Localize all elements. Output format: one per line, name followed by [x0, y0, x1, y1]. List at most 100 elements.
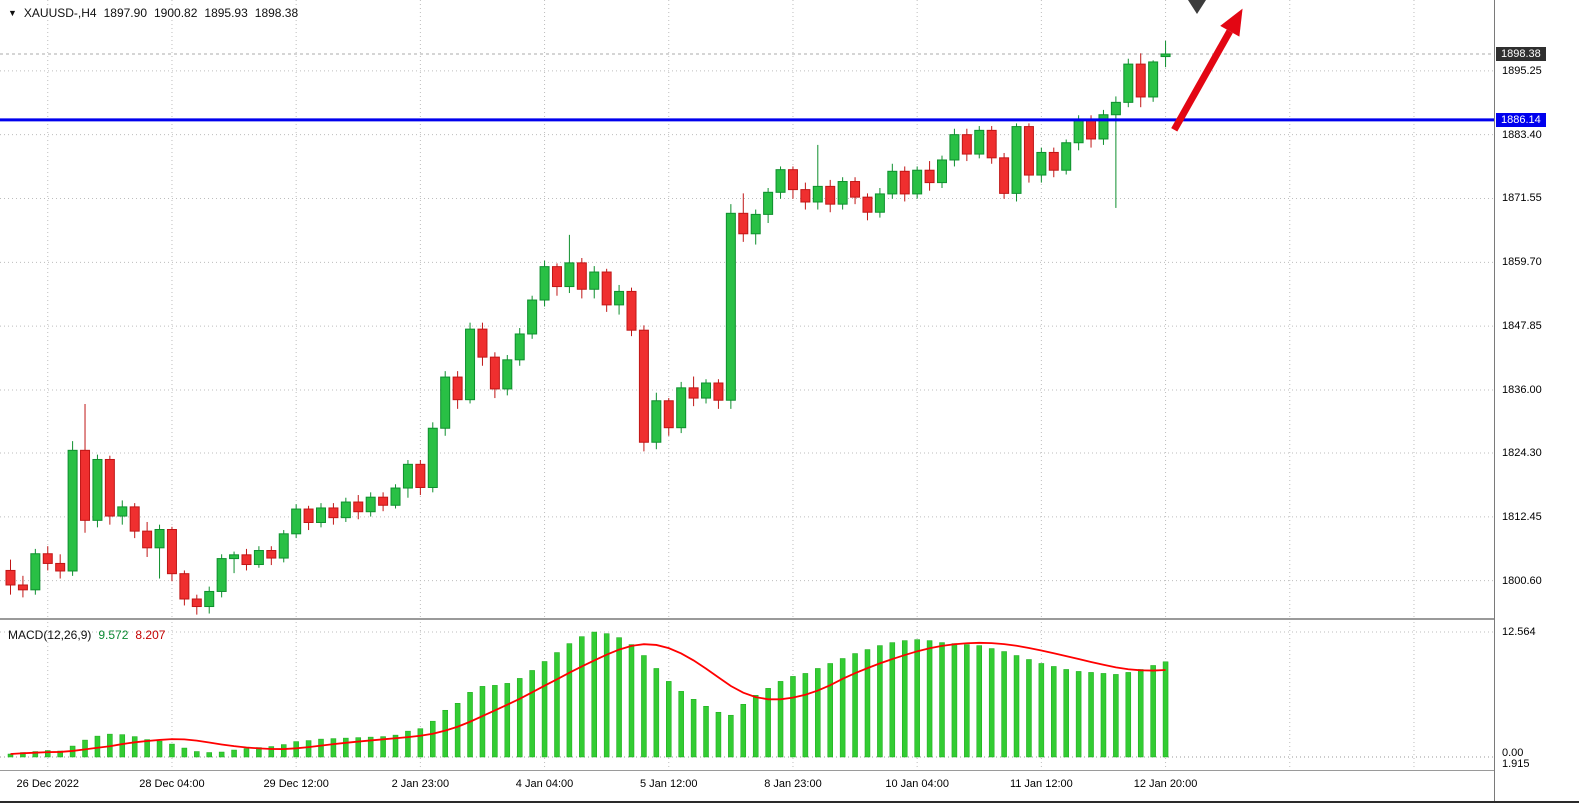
candle-body: [937, 159, 947, 184]
open-value: 1897.90: [103, 6, 147, 20]
macd-histogram-bar: [268, 746, 275, 758]
candle-body: [328, 507, 339, 519]
price-tick-label: 1859.70: [1502, 256, 1542, 269]
macd-histogram-bar: [392, 734, 399, 758]
candle-body: [80, 449, 91, 521]
macd-histogram-bar: [380, 736, 386, 758]
candle-body: [924, 169, 935, 184]
mouse-cursor-icon: [1188, 0, 1206, 14]
candle-body: [1048, 151, 1059, 171]
macd-histogram-bar: [45, 750, 51, 758]
macd-axis-label: 12.564: [1502, 626, 1536, 638]
time-tick-label: 10 Jan 04:00: [885, 778, 949, 790]
candle-body: [303, 508, 314, 524]
macd-histogram-bar: [516, 678, 523, 758]
macd-histogram-bar: [852, 653, 858, 758]
macd-histogram-bar: [591, 631, 597, 758]
candle-body: [316, 507, 326, 524]
candle-body: [986, 129, 997, 159]
macd-histogram-bar: [877, 645, 883, 758]
macd-histogram-bar: [1063, 669, 1069, 758]
chevron-down-icon[interactable]: ▼: [8, 8, 17, 18]
macd-histogram-bar: [616, 637, 622, 758]
macd-histogram-bar: [678, 691, 684, 758]
macd-main-value: 9.572: [98, 628, 129, 642]
candle-body: [229, 554, 240, 560]
macd-histogram-bar: [914, 639, 920, 758]
candle-body: [166, 529, 177, 575]
macd-histogram-bar: [703, 706, 709, 758]
macd-axis-label: 1.915: [1502, 758, 1530, 770]
macd-histogram-bar: [1026, 659, 1032, 758]
price-tick-label: 1824.30: [1502, 447, 1542, 459]
macd-histogram-bar: [1088, 672, 1094, 758]
candle-body: [539, 266, 550, 301]
price-tick-label: 1895.25: [1502, 64, 1542, 77]
price-axis[interactable]: 1895.25 1883.40 1871.55 1859.70 1847.85 1836.…: [1494, 0, 1579, 801]
candle-body: [999, 157, 1010, 194]
candle-body: [30, 553, 41, 591]
candle-body: [42, 553, 53, 564]
macd-histogram-bar: [94, 735, 101, 758]
candle-body: [551, 266, 562, 288]
macd-histogram-bar: [815, 668, 821, 758]
macd-histogram-bar: [1013, 655, 1020, 758]
candle-body: [266, 550, 277, 559]
macd-histogram-bar: [802, 673, 809, 758]
candle-body: [402, 463, 413, 489]
trend-arrow-line[interactable]: [1171, 29, 1233, 132]
price-chart-canvas[interactable]: [0, 0, 1494, 620]
macd-histogram-bar: [318, 738, 324, 758]
macd-histogram-bar: [765, 688, 771, 758]
macd-histogram-bar: [1100, 673, 1107, 758]
price-tick-label: 1812.45: [1502, 510, 1542, 523]
candle-body: [117, 506, 128, 517]
price-chart-panel[interactable]: ▼ XAUUSD-,H4 1897.90 1900.82 1895.93 1898.38: [0, 0, 1494, 620]
candle-body: [5, 569, 16, 586]
candle-body: [1011, 126, 1022, 194]
candle-body: [638, 329, 649, 443]
candle-body: [1110, 101, 1121, 116]
macd-histogram-bar: [653, 668, 660, 758]
current-price-tag: 1898.38: [1496, 46, 1546, 61]
macd-histogram-bar: [479, 686, 486, 758]
candle-body: [1073, 119, 1084, 144]
macd-histogram-bar: [603, 633, 610, 758]
candle-body: [204, 590, 215, 608]
candle-body: [527, 299, 538, 335]
time-axis[interactable]: 26 Dec 2022 28 Dec 04:00 29 Dec 12:00 2 Jan…: [0, 770, 1494, 801]
macd-histogram-bar: [926, 640, 933, 758]
trend-arrow-head[interactable]: [1220, 8, 1243, 37]
candle-body: [142, 530, 153, 549]
ohlc-header: ▼ XAUUSD-,H4 1897.90 1900.82 1895.93 1898.38: [8, 6, 305, 20]
candle-body: [614, 290, 625, 306]
time-tick-label: 2 Jan 23:00: [391, 778, 450, 790]
macd-canvas[interactable]: [0, 622, 1494, 768]
macd-histogram-bar: [305, 740, 312, 758]
macd-histogram-bar: [119, 734, 126, 758]
candle-body: [465, 328, 476, 401]
time-tick-label: 11 Jan 12:00: [1009, 778, 1073, 790]
macd-histogram-bar: [1150, 665, 1156, 758]
macd-signal-value: 8.207: [135, 628, 166, 642]
candle-body: [750, 213, 761, 235]
macd-name-label: MACD(12,26,9): [8, 628, 92, 642]
time-tick-label: 8 Jan 23:00: [764, 778, 822, 790]
candle-body: [725, 212, 736, 401]
time-tick-label: 4 Jan 04:00: [515, 778, 574, 790]
macd-histogram-bar: [728, 714, 734, 758]
macd-histogram-bar: [467, 692, 473, 758]
candle-body: [365, 496, 376, 513]
macd-histogram-bar: [181, 747, 188, 758]
macd-histogram-bar: [355, 737, 362, 758]
high-value: 1900.82: [154, 6, 198, 20]
candle-body: [825, 185, 836, 205]
macd-histogram-bar: [864, 649, 871, 758]
macd-histogram-bar: [442, 709, 448, 758]
macd-indicator-panel[interactable]: MACD(12,26,9) 9.572 8.207: [0, 622, 1494, 768]
macd-histogram-bar: [32, 751, 39, 758]
candle-body: [738, 212, 749, 235]
macd-histogram-bar: [1001, 651, 1007, 758]
macd-histogram-bar: [715, 711, 722, 758]
